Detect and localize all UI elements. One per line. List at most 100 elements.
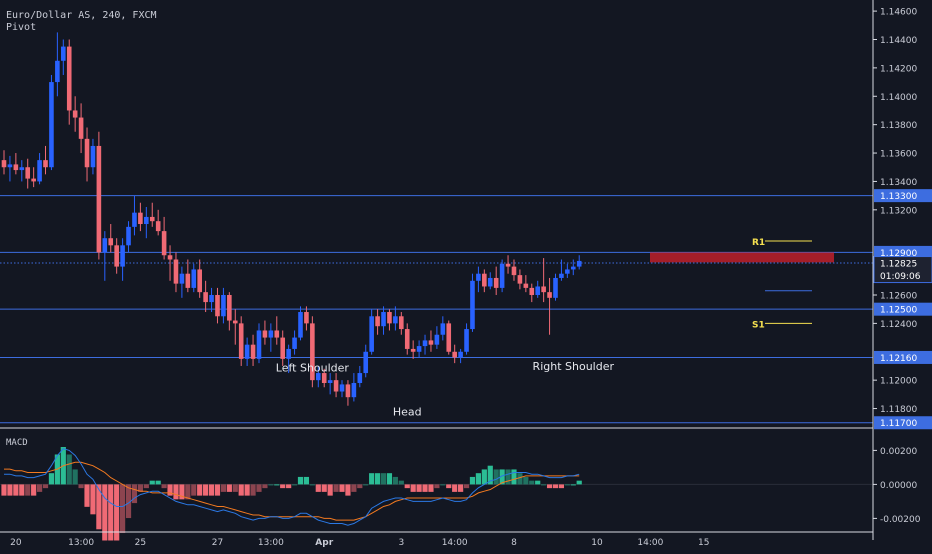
- candle-body: [416, 346, 422, 352]
- candle-body: [369, 316, 374, 352]
- candle-body: [72, 110, 78, 118]
- candle: [61, 39, 66, 75]
- candle-body: [511, 266, 517, 276]
- countdown-label: 01:09:06: [880, 272, 921, 282]
- candle-body: [458, 351, 463, 358]
- candle: [529, 283, 535, 303]
- candle: [351, 373, 357, 402]
- price-tick-label: 1.14000: [880, 93, 917, 103]
- candle: [49, 74, 54, 171]
- candle-body: [66, 46, 72, 111]
- macd-histogram-bar: [179, 484, 185, 500]
- macd-histogram-bar: [280, 484, 286, 489]
- candle: [90, 138, 96, 175]
- macd-histogram-bar: [185, 484, 191, 500]
- candle: [84, 127, 90, 182]
- macd-histogram-bar: [428, 484, 434, 492]
- candle-body: [570, 266, 576, 270]
- macd-histogram-bar: [25, 484, 31, 496]
- candle-body: [25, 167, 31, 179]
- candle-body: [179, 273, 185, 284]
- macd-histogram-bar: [120, 484, 126, 534]
- candle-body: [227, 294, 232, 321]
- candle: [292, 330, 297, 355]
- macd-histogram-bar: [197, 484, 203, 496]
- candle-body: [274, 330, 280, 338]
- candle: [446, 320, 452, 355]
- candle-body: [357, 373, 363, 383]
- macd-histogram-bar: [208, 484, 215, 496]
- candle: [440, 316, 446, 341]
- macd-histogram-bar: [386, 473, 393, 485]
- candle-body: [351, 382, 357, 398]
- macd-histogram-bar: [262, 484, 268, 489]
- candle: [43, 145, 48, 175]
- macd-histogram-bar: [226, 484, 232, 492]
- candle-body: [238, 323, 244, 359]
- candle-body: [381, 312, 386, 327]
- candle-body: [155, 221, 161, 232]
- macd-histogram-bar: [475, 473, 481, 485]
- candle: [138, 202, 143, 232]
- candle-body: [559, 273, 564, 278]
- candle: [416, 340, 422, 358]
- candle-body: [565, 269, 570, 274]
- candle: [286, 344, 291, 374]
- candle-body: [49, 82, 54, 168]
- candle: [339, 380, 345, 398]
- macd-histogram-bar: [90, 484, 96, 515]
- macd-histogram-bar: [321, 484, 327, 492]
- level-label: 1.11700: [880, 419, 917, 429]
- candle: [1, 150, 7, 175]
- candle-body: [363, 351, 369, 374]
- level-label: 1.12500: [880, 306, 917, 316]
- price-tick-label: 1.11800: [880, 405, 917, 415]
- candle-body: [523, 283, 529, 288]
- macd-histogram-bar: [523, 476, 529, 485]
- candle-body: [482, 273, 487, 287]
- macd-tick-label: 0.00200: [880, 447, 917, 457]
- candle: [227, 292, 232, 331]
- candle: [553, 273, 558, 301]
- price-tick-label: 1.12000: [880, 377, 917, 387]
- macd-histogram-bar: [327, 484, 333, 496]
- candle: [7, 155, 13, 182]
- macd-histogram-bar: [66, 454, 72, 485]
- time-axis-label: 25: [135, 538, 146, 548]
- candle-body: [256, 330, 262, 359]
- candle-body: [138, 212, 143, 225]
- candle-body: [215, 294, 220, 317]
- candle: [476, 266, 481, 293]
- price-tick-label: 1.13400: [880, 178, 917, 188]
- candle: [280, 330, 286, 366]
- candle: [149, 202, 155, 227]
- macd-histogram-bar: [203, 484, 209, 496]
- candle: [298, 306, 303, 341]
- candle-body: [37, 160, 42, 182]
- candle: [13, 153, 19, 175]
- macd-histogram-bar: [398, 480, 404, 485]
- macd-histogram-bar: [274, 484, 280, 486]
- macd-histogram-bar: [214, 484, 221, 496]
- candle: [458, 348, 463, 364]
- macd-histogram-bar: [143, 484, 149, 489]
- candle-body: [102, 238, 108, 253]
- pivot-label-r1: R1: [752, 238, 765, 248]
- macd-histogram-bar: [570, 484, 576, 486]
- macd-histogram-bar: [493, 469, 499, 485]
- macd-histogram-bar: [440, 484, 446, 486]
- macd-histogram-bar: [357, 484, 363, 489]
- candle-body: [315, 373, 321, 381]
- candle: [315, 365, 321, 388]
- candle-body: [1, 160, 7, 168]
- candle: [434, 326, 440, 349]
- macd-histogram-bar: [422, 484, 428, 492]
- candle-body: [292, 337, 297, 349]
- time-axis-label: 20: [10, 538, 22, 548]
- pattern-annotation: Head: [393, 406, 422, 419]
- macd-histogram-bar: [244, 484, 250, 496]
- macd-histogram-bar: [7, 484, 13, 496]
- price-tick-label: 1.14200: [880, 64, 917, 74]
